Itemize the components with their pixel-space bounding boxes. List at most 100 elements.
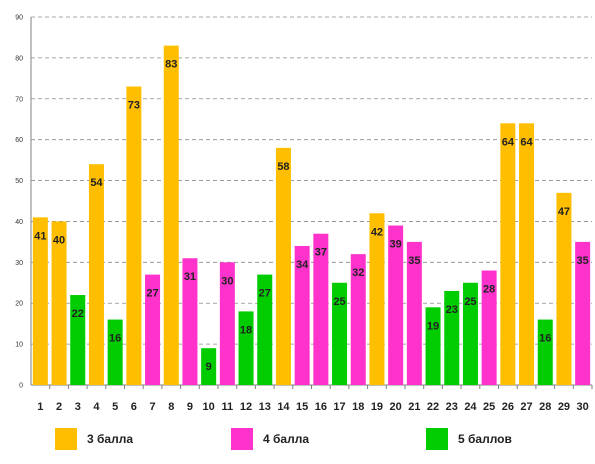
x-tick-label: 6 [131,401,137,413]
data-label: 23 [446,304,458,316]
y-axis: 0 10 20 30 40 50 60 70 80 90 [15,15,32,390]
data-label: 16 [109,333,121,345]
bar [294,245,310,385]
y-tick-label: 50 [15,178,23,185]
bar [350,254,366,385]
x-tick-label: 16 [315,401,327,413]
data-labels: 41 40 22 54 16 73 27 83 31 9 30 18 27 58 34 37 25 32 42 39 3… [34,59,589,374]
x-tick-label: 4 [93,401,100,413]
y-tick-label: 10 [15,342,23,349]
bar [462,282,478,385]
data-label: 40 [53,234,65,246]
bar [406,241,422,385]
data-label: 64 [502,136,515,148]
x-tick-label: 29 [558,401,570,413]
data-label: 25 [464,296,476,308]
bar [388,225,404,385]
bars [32,45,591,386]
data-label: 35 [577,255,589,267]
bar [500,123,516,386]
y-tick-label: 90 [15,15,23,22]
data-label: 18 [240,324,252,336]
x-tick-label: 9 [187,401,193,413]
x-tick-label: 2 [56,401,62,413]
bar [257,274,273,385]
bar [444,290,460,385]
data-label: 37 [315,247,327,259]
x-axis: 1 2 3 4 5 6 7 8 9 10 11 12 13 14 15 16 17 18 19 20 21 22 23 24 2… [37,385,593,413]
bar [51,221,67,385]
legend-label-4: 4 балла [263,432,310,446]
data-label: 32 [352,267,364,279]
x-tick-label: 1 [37,401,43,413]
x-tick-label: 18 [352,401,364,413]
legend-swatch-4 [231,428,253,450]
x-tick-label: 7 [149,401,155,413]
data-label: 35 [408,255,420,267]
data-label: 41 [34,230,46,242]
bar [145,274,161,385]
data-label: 54 [90,177,103,189]
data-label: 42 [371,226,383,238]
data-label: 34 [296,259,309,271]
bar [107,319,123,385]
data-label: 22 [72,308,84,320]
bar [537,319,553,385]
y-tick-label: 40 [15,219,23,226]
x-tick-label: 21 [408,401,420,413]
x-tick-label: 17 [333,401,345,413]
legend-swatch-3 [55,428,77,450]
bar [70,295,86,385]
x-tick-label: 5 [112,401,118,413]
x-tick-label: 3 [75,401,81,413]
legend-item-4: 4 балла [231,428,309,450]
x-tick-label: 20 [390,401,402,413]
y-tick-label: 20 [15,301,23,308]
x-tick-label: 15 [296,401,308,413]
x-tick-label: 25 [483,401,495,413]
x-tick-label: 14 [277,401,290,413]
legend-item-3: 3 балла [55,428,133,450]
x-tick-label: 23 [446,401,458,413]
bar [126,86,142,385]
y-tick-label: 30 [15,260,23,267]
data-label: 27 [146,288,158,300]
legend-item-5: 5 баллов [426,428,512,450]
bar [481,270,497,385]
legend-label-3: 3 балла [87,432,134,446]
x-tick-label: 26 [502,401,514,413]
x-tick-label: 27 [520,401,532,413]
bar [88,164,104,385]
bar [32,217,48,385]
x-tick-label: 12 [240,401,252,413]
x-tick-label: 13 [259,401,271,413]
bar [275,147,291,385]
bar [369,213,385,385]
data-label: 73 [128,100,140,112]
data-label: 47 [558,206,570,218]
bar [556,192,572,385]
x-tick-label: 30 [577,401,589,413]
bar [182,258,198,385]
y-tick-label: 80 [15,55,23,62]
data-label: 9 [206,361,212,373]
gridlines [31,16,592,386]
bar [163,45,179,385]
data-label: 28 [483,284,495,296]
bar [219,262,235,385]
data-label: 64 [520,136,533,148]
x-tick-label: 28 [539,401,551,413]
bar [238,311,254,385]
x-tick-label: 11 [222,401,234,413]
y-tick-label: 0 [19,383,23,390]
data-label: 27 [259,288,271,300]
x-tick-label: 19 [371,401,383,413]
bar [313,233,329,385]
data-label: 31 [184,271,196,283]
legend-label-5: 5 баллов [458,432,512,446]
data-label: 83 [165,59,177,71]
y-tick-label: 60 [15,137,23,144]
data-label: 39 [390,239,402,251]
x-tick-label: 10 [203,401,215,413]
